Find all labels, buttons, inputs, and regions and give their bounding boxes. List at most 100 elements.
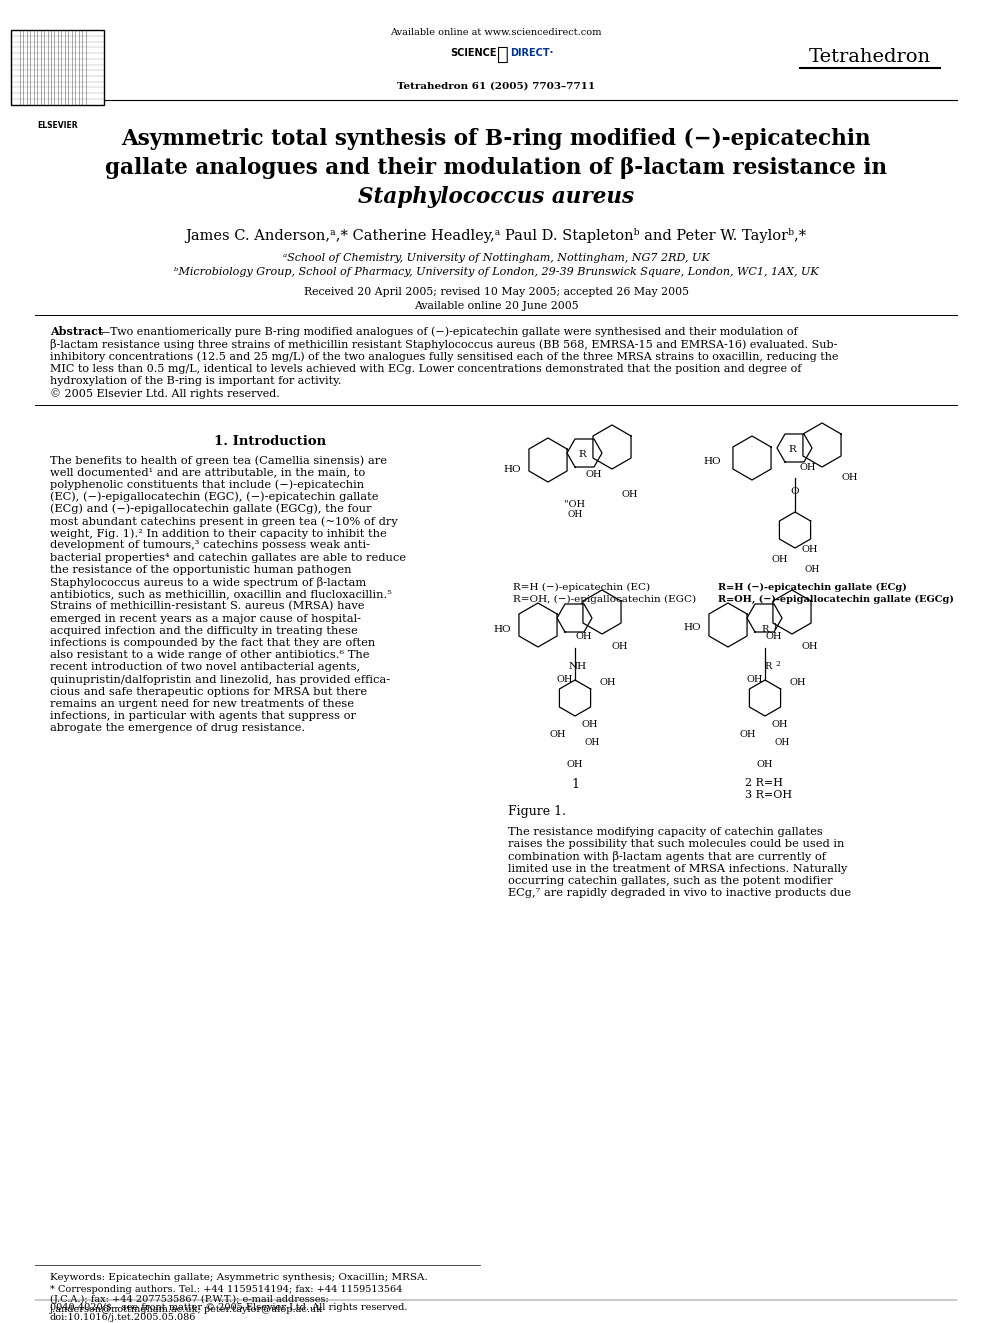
Text: also resistant to a wide range of other antibiotics.⁶ The: also resistant to a wide range of other …: [50, 650, 369, 660]
Text: Figure 1.: Figure 1.: [508, 804, 566, 818]
Text: infections, in particular with agents that suppress or: infections, in particular with agents th…: [50, 712, 356, 721]
Text: The benefits to health of green tea (Camellia sinensis) are: The benefits to health of green tea (Cam…: [50, 455, 387, 466]
Text: Staphylococcus aureus: Staphylococcus aureus: [358, 187, 634, 208]
Text: raises the possibility that such molecules could be used in: raises the possibility that such molecul…: [508, 839, 844, 849]
Text: OH: OH: [612, 642, 628, 651]
Text: Available online 20 June 2005: Available online 20 June 2005: [414, 302, 578, 311]
Text: SCIENCE: SCIENCE: [450, 48, 497, 58]
Text: (J.C.A.); fax: +44 2077535867 (P.W.T.); e-mail addresses:: (J.C.A.); fax: +44 2077535867 (P.W.T.); …: [50, 1295, 328, 1304]
Text: 3 R=OH: 3 R=OH: [745, 790, 793, 800]
Text: OH: OH: [772, 720, 789, 729]
Text: 1. Introduction: 1. Introduction: [214, 435, 326, 448]
Text: (EC), (−)-epigallocatechin (EGC), (−)-epicatechin gallate: (EC), (−)-epigallocatechin (EGC), (−)-ep…: [50, 492, 379, 503]
Text: ᵇMicrobiology Group, School of Pharmacy, University of London, 29-39 Brunswick S: ᵇMicrobiology Group, School of Pharmacy,…: [174, 267, 818, 277]
Text: bacterial properties⁴ and catechin gallates are able to reduce: bacterial properties⁴ and catechin galla…: [50, 553, 406, 562]
Text: OH: OH: [585, 470, 602, 479]
Text: The resistance modifying capacity of catechin gallates: The resistance modifying capacity of cat…: [508, 827, 822, 837]
Text: inhibitory concentrations (12.5 and 25 mg/L) of the two analogues fully sensitis: inhibitory concentrations (12.5 and 25 m…: [50, 351, 838, 361]
Text: OH: OH: [575, 632, 592, 642]
Text: OH: OH: [740, 730, 756, 740]
Text: hydroxylation of the B-ring is important for activity.: hydroxylation of the B-ring is important…: [50, 376, 341, 386]
Text: infections is compounded by the fact that they are often: infections is compounded by the fact tha…: [50, 638, 375, 648]
Text: acquired infection and the difficulty in treating these: acquired infection and the difficulty in…: [50, 626, 358, 636]
Text: "OH: "OH: [564, 500, 585, 509]
Text: OH: OH: [802, 642, 818, 651]
Text: OH: OH: [772, 556, 789, 564]
Text: OH: OH: [747, 675, 763, 684]
Text: abrogate the emergence of drug resistance.: abrogate the emergence of drug resistanc…: [50, 724, 306, 733]
Text: OH: OH: [805, 565, 819, 574]
Text: OH: OH: [581, 720, 598, 729]
Text: emerged in recent years as a major cause of hospital-: emerged in recent years as a major cause…: [50, 614, 361, 623]
Text: OH: OH: [766, 632, 783, 642]
Text: * Corresponding authors. Tel.: +44 1159514194; fax: +44 1159513564: * Corresponding authors. Tel.: +44 11595…: [50, 1285, 403, 1294]
Text: polyphenolic constituents that include (−)-epicatechin: polyphenolic constituents that include (…: [50, 479, 364, 490]
Text: Tetrahedron 61 (2005) 7703–7711: Tetrahedron 61 (2005) 7703–7711: [397, 82, 595, 91]
Text: Tetrahedron: Tetrahedron: [808, 48, 931, 66]
Text: occurring catechin gallates, such as the potent modifier: occurring catechin gallates, such as the…: [508, 876, 832, 886]
Text: OH: OH: [584, 738, 599, 747]
Text: R: R: [578, 450, 586, 459]
Text: cious and safe therapeutic options for MRSA but there: cious and safe therapeutic options for M…: [50, 687, 367, 697]
Text: HO: HO: [503, 464, 521, 474]
Text: Strains of methicillin-resistant S. aureus (MRSA) have: Strains of methicillin-resistant S. aure…: [50, 602, 364, 611]
Text: 2 R=H: 2 R=H: [745, 778, 783, 789]
Text: remains an urgent need for new treatments of these: remains an urgent need for new treatment…: [50, 699, 354, 709]
Text: development of tumours,³ catechins possess weak anti-: development of tumours,³ catechins posse…: [50, 540, 370, 550]
Text: the resistance of the opportunistic human pathogen: the resistance of the opportunistic huma…: [50, 565, 351, 574]
Text: antibiotics, such as methicillin, oxacillin and flucloxacillin.⁵: antibiotics, such as methicillin, oxacil…: [50, 589, 392, 599]
Text: O: O: [791, 487, 800, 496]
Text: © 2005 Elsevier Ltd. All rights reserved.: © 2005 Elsevier Ltd. All rights reserved…: [50, 389, 280, 400]
Text: DIRECT·: DIRECT·: [510, 48, 554, 58]
Text: Available online at www.sciencedirect.com: Available online at www.sciencedirect.co…: [390, 28, 602, 37]
Text: R: R: [788, 445, 796, 454]
Text: most abundant catechins present in green tea (~10% of dry: most abundant catechins present in green…: [50, 516, 398, 527]
Text: ECg,⁷ are rapidly degraded in vivo to inactive products due: ECg,⁷ are rapidly degraded in vivo to in…: [508, 888, 851, 898]
Text: R=OH, (−)-epigallocatechin gallate (EGCg): R=OH, (−)-epigallocatechin gallate (EGCg…: [718, 595, 954, 605]
Text: weight, Fig. 1).² In addition to their capacity to inhibit the: weight, Fig. 1).² In addition to their c…: [50, 528, 387, 538]
Text: OH: OH: [557, 675, 573, 684]
Text: R=H (−)-epicatechin (EC): R=H (−)-epicatechin (EC): [513, 583, 650, 593]
Text: HO: HO: [683, 623, 700, 632]
Text: Abstract: Abstract: [50, 325, 103, 337]
Text: ᵃSchool of Chemistry, University of Nottingham, Nottingham, NG7 2RD, UK: ᵃSchool of Chemistry, University of Nott…: [283, 253, 709, 263]
Text: HO: HO: [703, 456, 721, 466]
Text: OH: OH: [775, 738, 790, 747]
Text: 2: 2: [775, 660, 780, 668]
Text: Keywords: Epicatechin gallate; Asymmetric synthesis; Oxacillin; MRSA.: Keywords: Epicatechin gallate; Asymmetri…: [50, 1273, 428, 1282]
Bar: [11, 29, 104, 106]
Text: OH: OH: [622, 490, 638, 499]
Text: NH: NH: [569, 662, 587, 671]
Text: j.anderson@nottingham.ac.uk; peter.taylor@ulop.ac.uk: j.anderson@nottingham.ac.uk; peter.taylo…: [50, 1304, 323, 1314]
Text: Staphylococcus aureus to a wide spectrum of β-lactam: Staphylococcus aureus to a wide spectrum…: [50, 577, 366, 587]
Text: Received 20 April 2005; revised 10 May 2005; accepted 26 May 2005: Received 20 April 2005; revised 10 May 2…: [304, 287, 688, 296]
Text: 0040-4020/$ - see front matter © 2005 Elsevier Ltd. All rights reserved.: 0040-4020/$ - see front matter © 2005 El…: [50, 1303, 408, 1312]
Text: OH: OH: [757, 759, 773, 769]
Text: ⓐ: ⓐ: [497, 46, 509, 64]
Text: James C. Anderson,ᵃ,* Catherine Headley,ᵃ Paul D. Stapletonᵇ and Peter W. Taylor: James C. Anderson,ᵃ,* Catherine Headley,…: [186, 228, 806, 243]
Text: gallate analogues and their modulation of β-lactam resistance in: gallate analogues and their modulation o…: [105, 157, 887, 179]
Text: β-lactam resistance using three strains of methicillin resistant Staphylococcus : β-lactam resistance using three strains …: [50, 339, 837, 349]
Text: 1: 1: [571, 778, 579, 791]
Text: recent introduction of two novel antibacterial agents,: recent introduction of two novel antibac…: [50, 663, 360, 672]
Text: OH: OH: [566, 759, 583, 769]
Text: R=OH, (−)-epigallocatechin (EGC): R=OH, (−)-epigallocatechin (EGC): [513, 595, 696, 605]
Text: —Two enantiomerically pure B-ring modified analogues of (−)-epicatechin gallate : —Two enantiomerically pure B-ring modifi…: [99, 325, 798, 336]
Text: OH: OH: [550, 730, 566, 740]
Text: HO: HO: [493, 624, 511, 634]
Text: combination with β-lactam agents that are currently of: combination with β-lactam agents that ar…: [508, 852, 826, 863]
Text: (ECg) and (−)-epigallocatechin gallate (EGCg), the four: (ECg) and (−)-epigallocatechin gallate (…: [50, 504, 371, 515]
Text: OH: OH: [567, 509, 582, 519]
Text: Asymmetric total synthesis of B-ring modified (−)-epicatechin: Asymmetric total synthesis of B-ring mod…: [121, 128, 871, 149]
Text: OH: OH: [600, 677, 616, 687]
Text: limited use in the treatment of MRSA infections. Naturally: limited use in the treatment of MRSA inf…: [508, 864, 847, 873]
Text: doi:10.1016/j.tet.2005.05.086: doi:10.1016/j.tet.2005.05.086: [50, 1312, 196, 1322]
Text: quinupristin/dalfopristin and linezolid, has provided effica-: quinupristin/dalfopristin and linezolid,…: [50, 675, 390, 684]
Text: OH: OH: [802, 545, 818, 554]
Text: 1: 1: [772, 623, 777, 631]
Text: well documented¹ and are attributable, in the main, to: well documented¹ and are attributable, i…: [50, 467, 365, 478]
Text: R=H (−)-epicatechin gallate (ECg): R=H (−)-epicatechin gallate (ECg): [718, 583, 907, 593]
Text: R: R: [761, 624, 769, 634]
Text: MIC to less than 0.5 mg/L, identical to levels achieved with ECg. Lower concentr: MIC to less than 0.5 mg/L, identical to …: [50, 364, 802, 373]
Text: OH: OH: [842, 474, 858, 482]
